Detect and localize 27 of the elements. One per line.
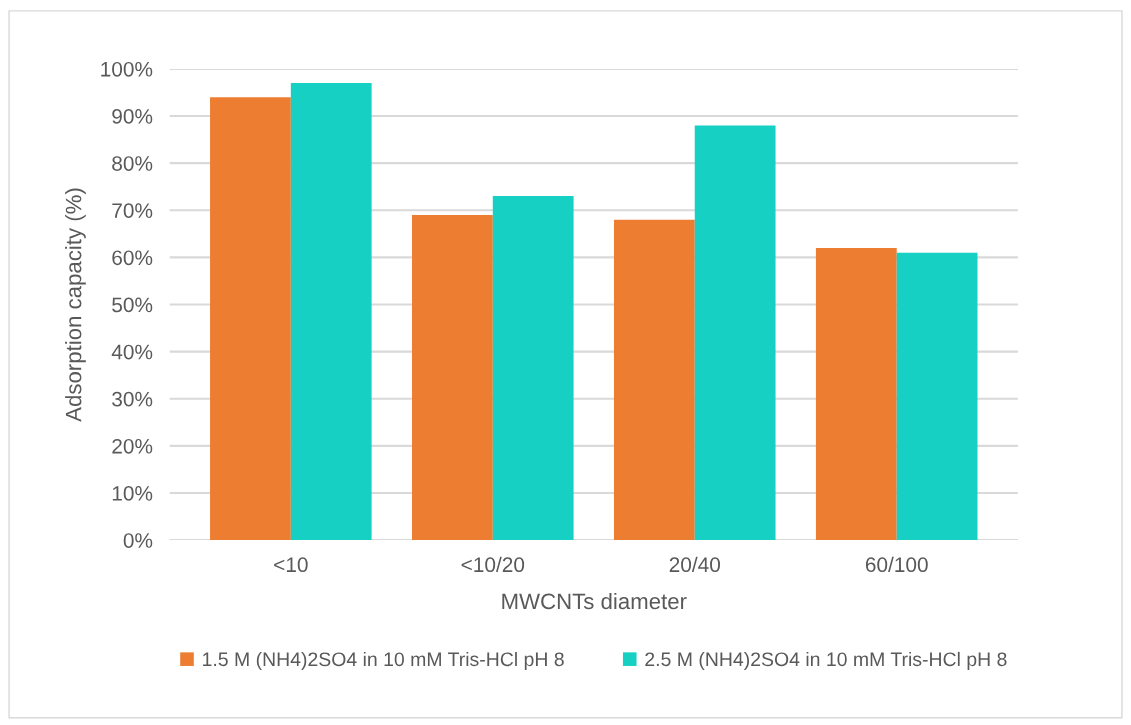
x-axis-title: MWCNTs diameter — [502, 592, 687, 610]
y-tick-label: 0% — [123, 533, 153, 548]
y-tick-label: 50% — [112, 297, 153, 313]
y-tick-label: 90% — [112, 109, 153, 124]
y-tick-label: 60% — [112, 250, 153, 266]
x-tick-label: 20/40 — [669, 556, 721, 573]
x-tick-label: 60/100 — [865, 556, 928, 573]
y-tick-label: 80% — [112, 156, 153, 171]
bar — [412, 214, 493, 541]
y-tick-label: 30% — [112, 391, 153, 407]
y-tick-label: 10% — [112, 486, 153, 501]
bar — [815, 247, 897, 541]
bar — [694, 125, 776, 541]
bar — [210, 97, 291, 541]
y-axis-title: Adsorption capacity (%) — [65, 188, 86, 422]
x-tick-label: <10/20 — [461, 556, 525, 573]
y-tick-label: 20% — [112, 438, 153, 454]
bar — [290, 83, 372, 541]
legend-label: 2.5 M (NH4)2SO4 in 10 mM Tris-HCl pH 8 — [645, 651, 1007, 670]
y-tick-label: 100% — [101, 61, 153, 77]
y-tick-label: 70% — [112, 203, 153, 218]
bar — [896, 252, 978, 541]
y-tick-label: 40% — [111, 344, 153, 360]
bar — [613, 219, 695, 541]
bar — [492, 196, 574, 541]
x-tick-label: <10 — [274, 557, 308, 573]
legend-label: 1.5 M (NH4)2SO4 in 10 mM Tris-HCl pH 8 — [203, 651, 564, 670]
